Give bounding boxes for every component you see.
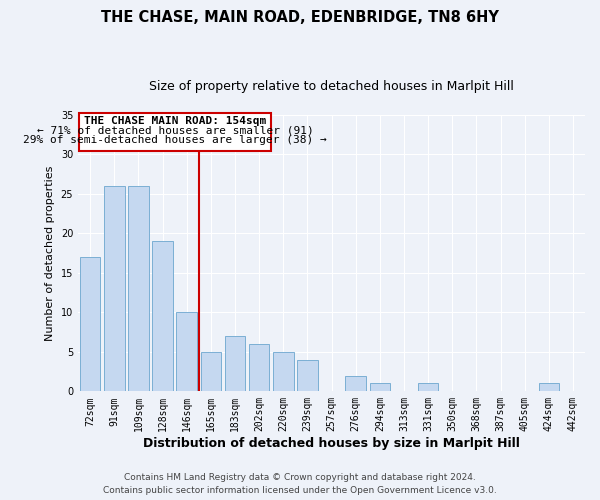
Text: THE CHASE MAIN ROAD: 154sqm: THE CHASE MAIN ROAD: 154sqm <box>84 116 266 126</box>
Bar <box>104 186 125 392</box>
Bar <box>128 186 149 392</box>
Bar <box>297 360 317 392</box>
Text: ← 71% of detached houses are smaller (91): ← 71% of detached houses are smaller (91… <box>37 126 313 136</box>
Y-axis label: Number of detached properties: Number of detached properties <box>45 166 55 341</box>
Bar <box>346 376 366 392</box>
Bar <box>176 312 197 392</box>
Bar <box>418 384 439 392</box>
Bar <box>80 257 100 392</box>
Text: 29% of semi-detached houses are larger (38) →: 29% of semi-detached houses are larger (… <box>23 134 327 144</box>
Bar <box>200 352 221 392</box>
Text: THE CHASE, MAIN ROAD, EDENBRIDGE, TN8 6HY: THE CHASE, MAIN ROAD, EDENBRIDGE, TN8 6H… <box>101 10 499 25</box>
FancyBboxPatch shape <box>79 114 271 150</box>
Bar <box>370 384 390 392</box>
Bar <box>539 384 559 392</box>
Bar <box>152 242 173 392</box>
Bar <box>249 344 269 392</box>
Text: Contains HM Land Registry data © Crown copyright and database right 2024.
Contai: Contains HM Land Registry data © Crown c… <box>103 474 497 495</box>
Bar <box>273 352 293 392</box>
X-axis label: Distribution of detached houses by size in Marlpit Hill: Distribution of detached houses by size … <box>143 437 520 450</box>
Bar <box>225 336 245 392</box>
Title: Size of property relative to detached houses in Marlpit Hill: Size of property relative to detached ho… <box>149 80 514 93</box>
